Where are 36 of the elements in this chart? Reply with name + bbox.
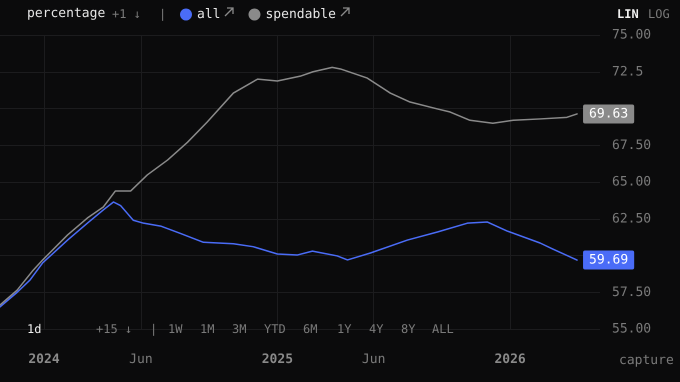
text: | (159, 7, 166, 21)
text: LOG (648, 7, 670, 21)
y-tick-label: 62.50 (612, 211, 652, 226)
y-tick-label: 55.00 (612, 322, 652, 336)
annotation: 3M (232, 322, 246, 336)
annotation: 4Y (369, 322, 384, 336)
line-series (0, 201, 578, 308)
legend-label: all (197, 7, 220, 22)
x-tick-label: Jun (129, 352, 153, 367)
x-tick-label: 2024 (28, 352, 60, 367)
y-tick-label: 67.50 (612, 138, 652, 153)
data-label: 59.69 (589, 252, 628, 268)
annotation: ALL (432, 322, 454, 336)
x-tick-label: Jun (362, 352, 386, 367)
text: capture (619, 353, 674, 368)
x-tick-label: 2025 (262, 352, 294, 367)
text: +1 ↓ (112, 7, 141, 21)
annotation: 1Y (337, 322, 352, 336)
y-tick-label: 72.5 (612, 64, 644, 80)
annotation: 6M (303, 322, 318, 336)
text: LIN (617, 7, 639, 21)
annotation: 1W (168, 322, 182, 336)
annotation: | (150, 322, 158, 336)
y-tick-label: 75.00 (612, 28, 652, 42)
data-label: 69.63 (589, 106, 628, 122)
y-tick-label: 57.50 (612, 284, 652, 300)
annotation: YTD (264, 322, 286, 336)
legend-title: percentage (27, 6, 106, 21)
legend-label: spendable (265, 7, 336, 22)
line-series (0, 66, 578, 306)
y-tick-label: 65.00 (612, 174, 652, 190)
annotation: 1M (200, 322, 214, 336)
annotation: 8Y (401, 322, 416, 336)
annotation: 1d (27, 322, 42, 336)
x-tick-label: 2026 (494, 352, 526, 367)
annotation: +15 ↓ (96, 322, 132, 336)
